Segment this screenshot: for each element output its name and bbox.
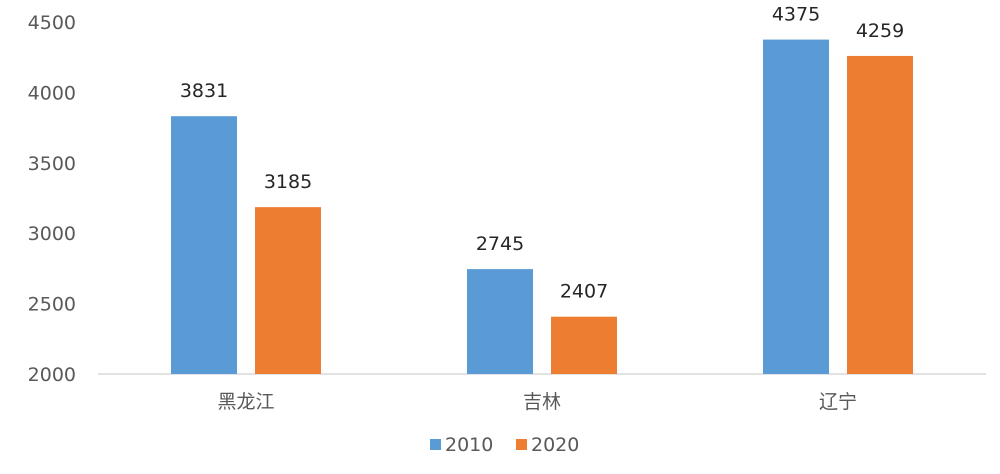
bar-2020-1 [551,316,617,374]
data-label: 3831 [180,80,228,102]
y-tick-label: 3500 [28,153,76,175]
category-label: 辽宁 [819,391,857,413]
data-label: 4375 [772,4,820,26]
legend-label: 2010 [445,434,493,456]
data-label: 2407 [560,281,608,303]
bar-2020-0 [255,207,321,374]
bar-2010-2 [763,39,829,374]
x-axis-category-labels: 黑龙江 吉林 辽宁 [217,391,857,413]
category-label: 黑龙江 [217,391,274,413]
bar-2010-1 [467,269,533,374]
y-tick-label: 4000 [28,82,76,104]
legend-swatch-2010 [430,439,441,450]
y-tick-label: 3000 [28,223,76,245]
y-tick-label: 4500 [28,12,76,34]
bar-2010-0 [171,116,237,375]
y-tick-label: 2000 [28,364,76,386]
category-label: 吉林 [523,391,561,413]
data-label: 4259 [856,20,904,42]
legend: 2010 2020 [430,434,579,456]
bar-2020-2 [847,55,913,374]
data-label: 3185 [264,171,312,193]
bars [171,39,913,375]
y-tick-label: 2500 [28,294,76,316]
data-label: 2745 [476,233,524,255]
legend-swatch-2020 [516,439,527,450]
legend-label: 2020 [531,434,579,456]
y-axis-tick-labels: 2000 2500 3000 3500 4000 4500 [28,12,76,386]
data-labels: 3831 3185 2745 2407 4375 4259 [180,4,904,303]
